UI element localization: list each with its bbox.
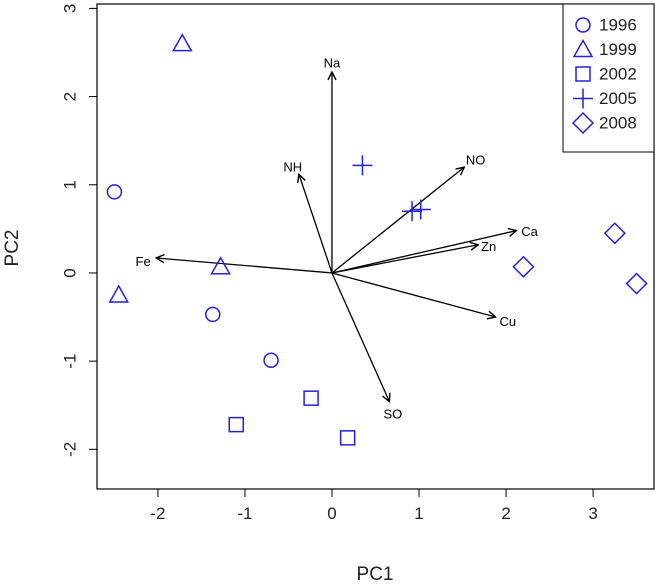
- legend-marker-2002: [575, 66, 591, 82]
- data-points: [106, 33, 648, 446]
- loading-label-nh: NH: [283, 160, 302, 175]
- loading-label-fe: Fe: [136, 254, 151, 269]
- point-2008: [512, 255, 535, 278]
- legend-marker-2008: [571, 111, 595, 135]
- legend-marker-2005: [573, 88, 593, 109]
- loading-arrow-ca: [331, 231, 517, 274]
- y-tick-label: 2: [61, 92, 80, 101]
- point-2008: [603, 222, 626, 245]
- point-1999: [108, 284, 130, 303]
- point-2005: [410, 199, 431, 220]
- legend-label-2008: 2008: [599, 114, 637, 133]
- point-1999: [210, 256, 231, 275]
- loading-label-so: SO: [384, 407, 403, 422]
- loading-label-zn: Zn: [481, 239, 496, 254]
- y-axis-label: PC2: [2, 230, 23, 267]
- y-tick-label: 3: [61, 4, 80, 13]
- loading-arrows: Na NH NO Ca Zn Fe Cu SO: [136, 56, 539, 422]
- x-tick-label: 3: [588, 504, 597, 523]
- point-1996: [263, 352, 279, 369]
- legend-marker-1999: [572, 38, 594, 58]
- axes: -2 -1 0 1 2 3 -2 -1 0 1 2 3: [61, 4, 598, 523]
- point-2002: [228, 416, 244, 433]
- y-tick-label: -2: [61, 442, 80, 457]
- x-axis-label: PC1: [357, 564, 394, 585]
- x-tick-label: 1: [414, 504, 423, 523]
- x-tick-label: -2: [150, 504, 165, 523]
- point-2008: [625, 272, 648, 295]
- legend-label-1999: 1999: [599, 40, 637, 59]
- loading-arrow-zn: [331, 245, 478, 274]
- legend: 1996 1999 2002 2005 2008: [562, 3, 655, 153]
- point-2005: [402, 201, 423, 222]
- loading-arrow-fe: [156, 258, 333, 274]
- y-tick-label: -1: [61, 354, 80, 369]
- x-tick-label: -1: [237, 504, 252, 523]
- point-1999: [172, 33, 193, 52]
- y-tick-label: 1: [61, 180, 80, 189]
- point-2002: [303, 390, 319, 406]
- point-2002: [339, 430, 356, 446]
- loading-label-ca: Ca: [521, 224, 538, 239]
- point-1996: [106, 184, 123, 200]
- loading-arrow-nh: [299, 174, 333, 274]
- legend-label-2005: 2005: [599, 89, 637, 108]
- legend-marker-1996: [575, 17, 591, 33]
- loading-label-na: Na: [324, 56, 341, 71]
- loading-arrow-no: [331, 167, 464, 274]
- x-tick-label: 0: [327, 504, 336, 523]
- y-tick-label: 0: [61, 268, 80, 277]
- loading-arrow-so: [331, 272, 389, 402]
- legend-label-2002: 2002: [599, 65, 637, 84]
- point-1996: [205, 306, 221, 323]
- loading-arrow-cu: [331, 272, 496, 317]
- loading-label-no: NO: [466, 153, 486, 168]
- x-tick-label: 2: [501, 504, 510, 523]
- point-2005: [352, 155, 373, 176]
- legend-label-1996: 1996: [599, 16, 637, 35]
- loading-label-cu: Cu: [499, 314, 516, 329]
